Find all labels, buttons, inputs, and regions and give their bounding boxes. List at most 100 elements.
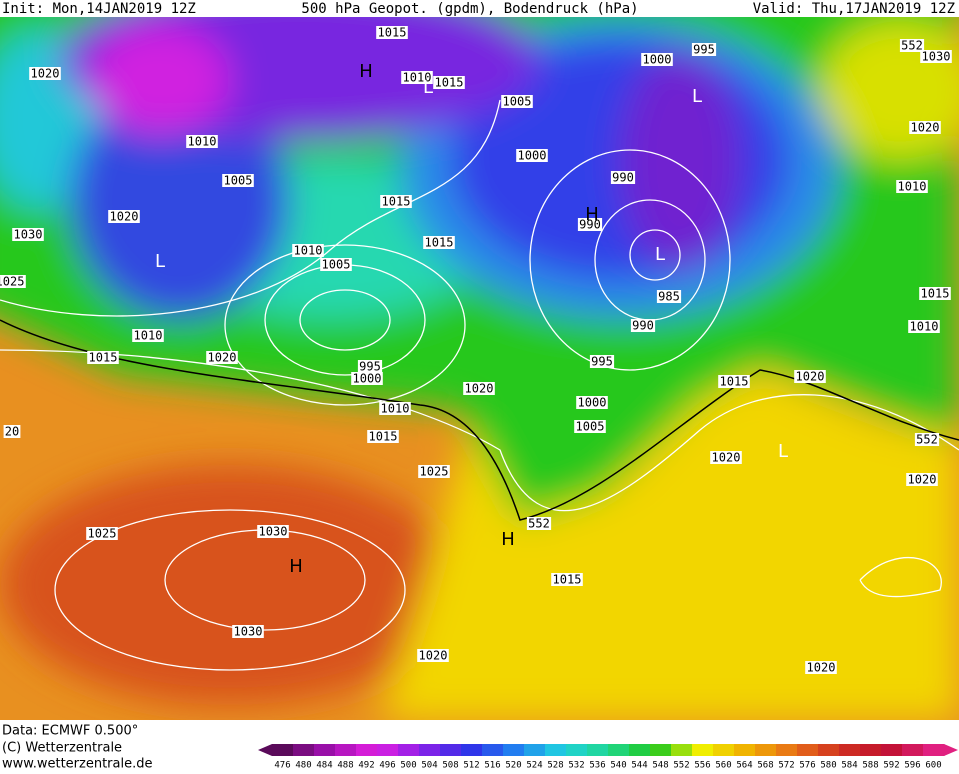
legend-swatch [902, 744, 924, 756]
pressure-center: L [778, 441, 788, 462]
legend-label: 564 [736, 761, 752, 771]
isobar-label: 552 [916, 433, 938, 447]
legend-swatch [566, 744, 588, 756]
pressure-center: H [289, 556, 303, 577]
isobar-label-bg [501, 95, 533, 108]
data-source: Data: ECMWF 0.500° [2, 724, 138, 739]
isobar-label: 1010 [381, 402, 410, 416]
isobar-label-bg [29, 67, 61, 80]
legend-swatch [755, 744, 777, 756]
legend-label: 588 [862, 761, 878, 771]
isobar-label-bg [641, 53, 673, 66]
legend-swatch [461, 744, 483, 756]
isobar-label: 1025 [420, 465, 449, 479]
isobar-label-bg [423, 236, 455, 249]
legend-swatch [398, 744, 420, 756]
legend-label: 584 [841, 761, 857, 771]
legend-label: 500 [400, 761, 416, 771]
isobar-label: 1015 [435, 76, 464, 90]
isobar-label-bg [222, 174, 254, 187]
isobar-label: 1005 [576, 420, 605, 434]
isobar-label-bg [526, 517, 552, 530]
legend-swatch [419, 744, 441, 756]
isobar-label-bg [576, 396, 608, 409]
isobar-label-bg [920, 50, 952, 63]
isobar-label-bg [320, 258, 352, 271]
legend-label: 528 [547, 761, 563, 771]
legend-swatch [776, 744, 798, 756]
isobar-label-bg [232, 625, 264, 638]
isobar-label: 20 [5, 425, 19, 439]
legend-label: 536 [589, 761, 605, 771]
isobar-label-bg [914, 433, 940, 446]
isobar-label: 1015 [553, 573, 582, 587]
isobar-label-bg [656, 290, 682, 303]
isobar-label: 1025 [0, 275, 24, 289]
isobar-label-bg [0, 275, 26, 288]
legend-swatch [440, 744, 462, 756]
legend-label: 508 [442, 761, 458, 771]
isobar-label-bg [380, 195, 412, 208]
pressure-center: L [423, 77, 433, 98]
pressure-center: L [155, 251, 165, 272]
isobar-label-bg [908, 320, 940, 333]
legend-swatch [293, 744, 315, 756]
legend-swatch [356, 744, 378, 756]
isobar-label-bg [292, 244, 324, 257]
isobar-label-bg [417, 649, 449, 662]
isobar-label-bg [909, 121, 941, 134]
header-bar [0, 0, 959, 17]
pressure-center: H [501, 529, 515, 550]
isobar-label: 990 [579, 218, 601, 232]
legend-swatch [860, 744, 882, 756]
isobar-label-bg [3, 425, 21, 438]
isobar-label: 1000 [518, 149, 547, 163]
legend-label: 492 [358, 761, 374, 771]
isobar-label: 1015 [921, 287, 950, 301]
isobar-label: 1030 [14, 228, 43, 242]
isobar-label: 1020 [31, 67, 60, 81]
isobar-label-bg [132, 329, 164, 342]
legend-label: 480 [295, 761, 311, 771]
isobar-label: 1020 [110, 210, 139, 224]
isobar-label: 1020 [712, 451, 741, 465]
isobar-label: 552 [528, 517, 550, 531]
isobar-label: 1005 [224, 174, 253, 188]
legend-label: 512 [463, 761, 479, 771]
color-legend: 476 480 484 488 492 496 500 504 508 512 516 520 524 5… [258, 744, 958, 771]
legend-label: 576 [799, 761, 815, 771]
isobar-label-bg [610, 171, 636, 184]
legend-label: 476 [274, 761, 290, 771]
isobar-label: 1025 [88, 527, 117, 541]
isobar-label-bg [186, 135, 218, 148]
isobar-label: 1015 [382, 195, 411, 209]
isobar-label: 1010 [898, 180, 927, 194]
legend-swatch [650, 744, 672, 756]
legend-label: 516 [484, 761, 500, 771]
isobar-label-bg [718, 375, 750, 388]
isobar-label: 1010 [910, 320, 939, 334]
isobar-label-bg [516, 149, 548, 162]
legend-swatch [713, 744, 735, 756]
legend-label: 540 [610, 761, 626, 771]
pressure-center: L [692, 86, 702, 107]
legend-swatch [818, 744, 840, 756]
valid-time: Valid: Thu,17JAN2019 12Z [753, 1, 955, 17]
isobar-label-bg [896, 180, 928, 193]
legend-swatch [524, 744, 546, 756]
isobar-label: 1015 [720, 375, 749, 389]
isobar-label-bg [379, 402, 411, 415]
legend-swatch [839, 744, 861, 756]
isobar-label: 990 [612, 171, 634, 185]
isobar-label: 1010 [403, 71, 432, 85]
isobar-label-bg [108, 210, 140, 223]
isobar-label: 1020 [465, 382, 494, 396]
legend-label: 556 [694, 761, 710, 771]
isobar-label-bg [463, 382, 495, 395]
legend-swatch [377, 744, 399, 756]
legend-label: 504 [421, 761, 437, 771]
legend-label: 544 [631, 761, 647, 771]
legend-swatch [545, 744, 567, 756]
legend-swatch [797, 744, 819, 756]
